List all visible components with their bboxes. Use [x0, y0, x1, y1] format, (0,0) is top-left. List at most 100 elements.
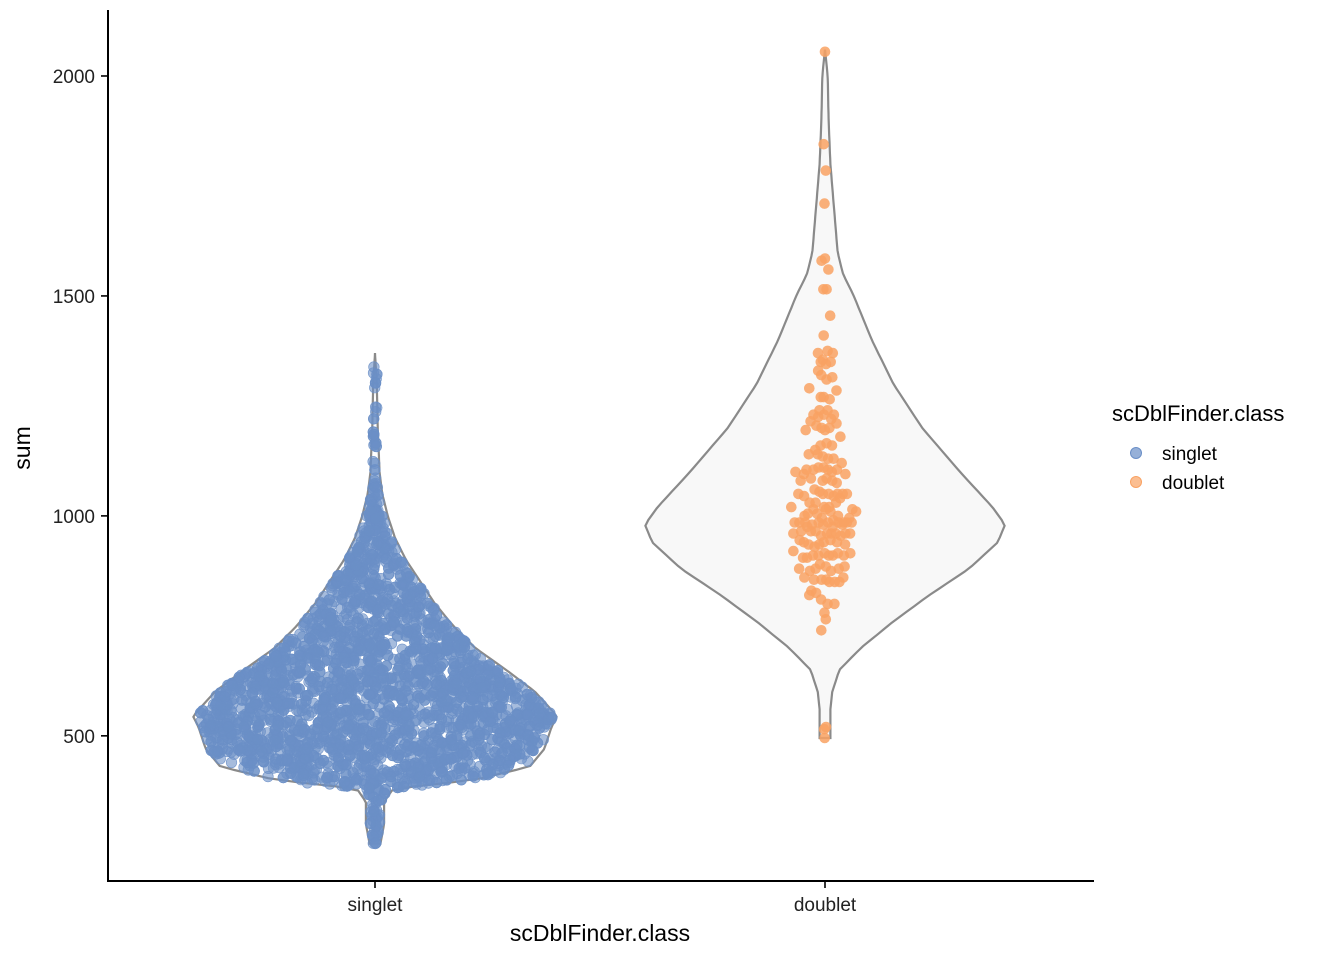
point-singlet	[483, 659, 495, 671]
point-doublet	[795, 475, 806, 487]
point-singlet	[269, 734, 282, 746]
point-singlet	[455, 691, 467, 704]
legend-entries: singlet doublet	[1130, 444, 1225, 494]
point-singlet	[354, 589, 366, 601]
point-singlet	[238, 721, 250, 733]
point-singlet	[299, 752, 311, 765]
x-tick-label: singlet	[348, 895, 404, 916]
point-singlet	[387, 749, 399, 762]
point-singlet	[211, 697, 223, 709]
point-doublet	[827, 372, 838, 383]
point-singlet	[408, 741, 420, 754]
point-singlet	[363, 782, 375, 794]
point-singlet	[528, 732, 541, 744]
point-singlet	[362, 675, 374, 687]
point-singlet	[302, 689, 314, 702]
point-singlet	[199, 726, 211, 738]
point-singlet	[350, 559, 362, 571]
point-singlet	[334, 630, 347, 642]
point-doublet	[800, 424, 811, 436]
point-singlet	[486, 734, 498, 746]
point-singlet	[435, 661, 447, 673]
point-singlet	[503, 759, 515, 771]
point-singlet	[343, 719, 355, 732]
point-singlet	[369, 377, 382, 389]
point-singlet	[468, 711, 480, 723]
point-singlet	[431, 609, 443, 622]
point-singlet	[494, 677, 506, 689]
point-singlet	[246, 687, 258, 699]
point-singlet	[333, 641, 345, 654]
point-doublet	[826, 440, 838, 451]
point-singlet	[486, 706, 498, 718]
point-singlet	[360, 553, 372, 566]
point-singlet	[381, 660, 393, 672]
point-doublet	[844, 528, 856, 539]
point-singlet	[395, 743, 407, 756]
point-singlet	[252, 733, 264, 746]
point-doublet	[839, 539, 851, 550]
point-singlet	[340, 759, 352, 771]
point-singlet	[363, 525, 375, 537]
point-singlet	[465, 665, 477, 677]
point-singlet	[391, 630, 404, 642]
point-doublet	[788, 545, 799, 557]
point-singlet	[247, 757, 260, 769]
point-singlet	[379, 639, 391, 651]
point-singlet	[419, 708, 431, 720]
point-doublet	[808, 574, 820, 585]
point-doublet	[838, 572, 849, 583]
point-singlet	[236, 694, 248, 706]
point-singlet	[258, 756, 270, 768]
point-singlet	[403, 670, 415, 683]
point-singlet	[270, 650, 282, 662]
point-singlet	[546, 712, 558, 724]
point-singlet	[427, 652, 439, 665]
point-singlet	[482, 769, 494, 781]
point-singlet	[336, 593, 348, 605]
point-singlet	[369, 464, 381, 476]
y-tick-label: 500	[63, 727, 95, 748]
point-singlet	[435, 766, 447, 778]
point-singlet	[294, 666, 307, 678]
point-doublet	[805, 473, 817, 484]
point-singlet	[534, 707, 546, 720]
point-singlet	[436, 737, 448, 749]
point-doublet	[828, 453, 839, 465]
point-singlet	[278, 677, 290, 689]
point-doublet	[840, 468, 851, 480]
point-doublet	[820, 721, 832, 733]
point-singlet	[412, 601, 425, 613]
point-singlet	[364, 817, 377, 830]
point-doublet	[816, 625, 827, 636]
point-singlet	[440, 694, 452, 707]
point-singlet	[476, 681, 488, 694]
point-singlet	[412, 761, 424, 773]
point-singlet	[293, 683, 305, 695]
point-singlet	[494, 727, 506, 739]
point-doublet	[845, 548, 856, 559]
legend-key-doublet	[1130, 476, 1142, 488]
point-singlet	[233, 671, 245, 683]
point-singlet	[208, 746, 220, 758]
point-singlet	[504, 714, 517, 726]
point-singlet	[368, 805, 380, 818]
point-singlet	[382, 649, 394, 662]
point-singlet	[514, 748, 526, 760]
point-singlet	[451, 703, 463, 715]
point-doublet	[819, 46, 831, 58]
point-singlet	[318, 693, 330, 705]
point-singlet	[304, 728, 317, 740]
axes: 500 1000 1500 2000 singlet doublet	[53, 10, 1094, 916]
point-singlet	[495, 701, 507, 713]
point-doublet	[839, 561, 850, 572]
point-singlet	[384, 583, 396, 596]
point-singlet	[382, 593, 394, 605]
point-singlet	[278, 642, 290, 654]
point-singlet	[400, 709, 412, 721]
point-doublet	[793, 563, 805, 574]
point-singlet	[344, 585, 356, 598]
point-singlet	[343, 739, 355, 752]
point-doublet	[841, 488, 853, 500]
point-singlet	[335, 692, 347, 705]
